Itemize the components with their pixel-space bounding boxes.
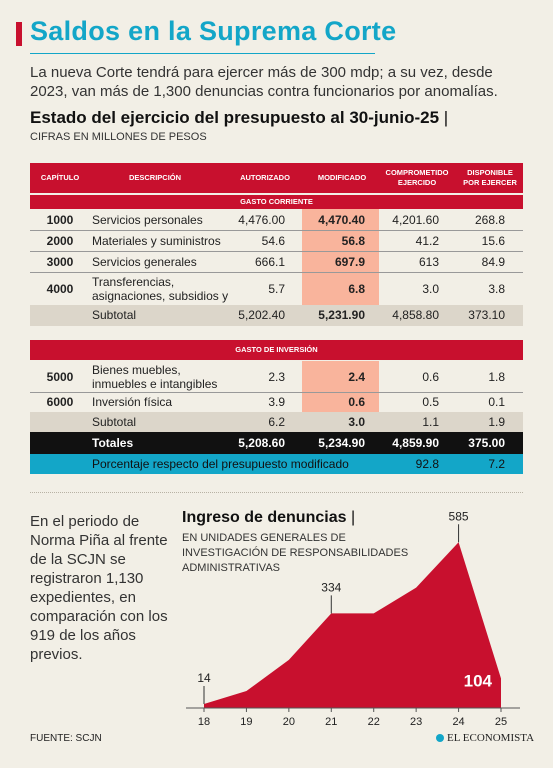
header-descripcion: DESCRIPCIÓN	[128, 173, 182, 182]
subtotal-row: Subtotal 6.2 3.0 1.1 1.9	[30, 412, 523, 432]
table-title: Estado del ejercicio del presupuesto al …	[30, 108, 449, 127]
table-subtitle: CIFRAS EN MILLONES DE PESOS	[30, 131, 207, 143]
header-comprometido: COMPROMETIDO EJERCIDO	[385, 168, 449, 187]
totals-row: Totales 5,208.60 5,234.90 4,859.90 375.0…	[30, 432, 523, 454]
table-row: 3000 Servicios generales 666.1 697.9 613…	[46, 255, 505, 269]
intro-text: La nueva Corte tendrá para ejercer más d…	[30, 64, 498, 100]
section-label-inversion: GASTO DE INVERSIÓN	[30, 340, 523, 360]
title-underline	[30, 53, 375, 54]
chart-subtitle: EN UNIDADES GENERALES DE INVESTIGACIÓN D…	[182, 532, 409, 574]
page-title: Saldos en la Suprema Corte	[30, 16, 397, 46]
table-row: 2000 Materiales y suministros 54.6 56.8 …	[46, 234, 505, 248]
x-tick-label: 18	[198, 716, 210, 728]
title-accent-bar	[16, 22, 22, 46]
section-divider	[30, 492, 523, 493]
x-tick-label: 25	[495, 716, 507, 728]
table-header: CAPÍTULO DESCRIPCIÓN AUTORIZADO MODIFICA…	[30, 163, 523, 193]
data-label: 585	[449, 509, 469, 523]
x-tick-label: 24	[452, 716, 464, 728]
section-label-corriente: GASTO CORRIENTE	[30, 195, 523, 209]
x-tick-label: 19	[240, 716, 252, 728]
header-capitulo: CAPÍTULO	[40, 173, 80, 182]
header-modificado: MODIFICADO	[317, 173, 367, 182]
brand-logo: EL ECONOMISTA	[436, 732, 534, 744]
header-autorizado: AUTORIZADO	[240, 173, 290, 182]
modificado-highlight	[302, 209, 379, 305]
x-tick-label: 21	[325, 716, 337, 728]
modificado-highlight	[302, 361, 379, 412]
brand-icon	[436, 734, 444, 742]
table-row: 4000 Transferencias, asignaciones, subsi…	[46, 275, 505, 317]
table-row: 6000 Inversión física 3.9 0.6 0.5 0.1	[46, 395, 505, 409]
source-note: FUENTE: SCJN	[30, 733, 102, 744]
table-row: 5000 Bienes muebles, inmuebles e intangi…	[46, 363, 505, 391]
side-note: En el periodo de Norma Piña al frente de…	[30, 513, 168, 663]
data-label: 104	[464, 672, 493, 691]
header-disponible: DISPONIBLE POR EJERCER	[463, 168, 517, 187]
data-label: 334	[321, 580, 341, 594]
x-tick-label: 20	[283, 716, 295, 728]
data-label: 14	[197, 671, 211, 685]
subtotal-row: Subtotal 5,202.40 5,231.90 4,858.80 373.…	[30, 305, 523, 326]
table-row: 1000 Servicios personales 4,476.00 4,470…	[46, 213, 505, 227]
x-tick-label: 23	[410, 716, 422, 728]
percent-row: Porcentaje respecto del presupuesto modi…	[30, 454, 523, 474]
x-tick-label: 22	[368, 716, 380, 728]
chart-title: Ingreso de denuncias |	[182, 509, 356, 526]
